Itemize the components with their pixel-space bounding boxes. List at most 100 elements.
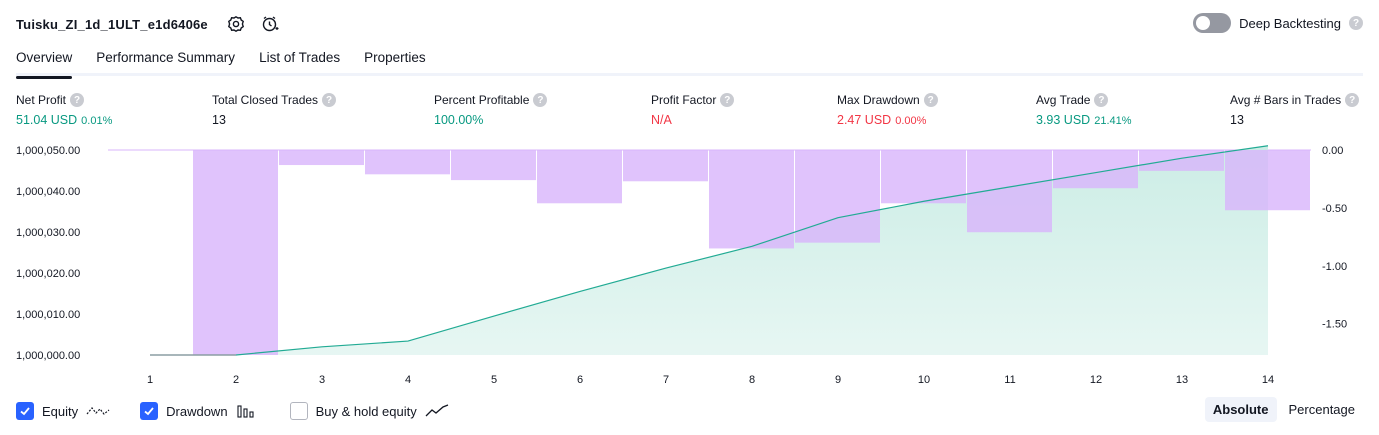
metric-profit-factor: Profit Factor? N/A bbox=[651, 93, 735, 127]
drawdown-bar bbox=[451, 150, 536, 181]
add-alert-clock-icon[interactable] bbox=[258, 12, 282, 36]
metric-value: 2.47 USD bbox=[837, 113, 892, 127]
x-tick-label: 1 bbox=[147, 374, 153, 386]
metric-label: Avg # Bars in Trades bbox=[1230, 93, 1342, 107]
metric-value: N/A bbox=[651, 113, 672, 127]
y-left-tick-label: 1,000,020.00 bbox=[16, 268, 80, 280]
y-left-tick-label: 1,000,000.00 bbox=[16, 350, 80, 362]
metric-value: 3.93 USD bbox=[1036, 113, 1091, 127]
x-tick-label: 7 bbox=[663, 374, 669, 386]
buy-hold-checkbox[interactable] bbox=[289, 402, 308, 420]
y-right-tick-label: -1.50 bbox=[1322, 319, 1347, 331]
metric-avg-bars-in-trades: Avg # Bars in Trades? 13 bbox=[1230, 93, 1360, 127]
percentage-button[interactable]: Percentage bbox=[1288, 402, 1356, 417]
legend-buy-hold[interactable]: Buy & hold equity bbox=[289, 402, 449, 420]
y-left-tick-label: 1,000,040.00 bbox=[16, 186, 80, 198]
deep-backtesting-control: Deep Backtesting ? bbox=[1193, 13, 1363, 33]
x-tick-label: 12 bbox=[1090, 374, 1102, 386]
info-icon[interactable]: ? bbox=[322, 93, 337, 107]
strategy-header: Tuisku_ZI_1d_1ULT_e1d6406e bbox=[16, 12, 282, 36]
chart-legend: Equity Drawdown Buy & hold equity bbox=[16, 400, 479, 422]
metric-total-closed-trades: Total Closed Trades? 13 bbox=[212, 93, 337, 127]
settings-gear-icon[interactable] bbox=[224, 12, 248, 36]
info-icon[interactable]: ? bbox=[923, 93, 938, 107]
y-right-tick-label: -1.00 bbox=[1322, 261, 1347, 273]
drawdown-bar bbox=[365, 150, 450, 175]
drawdown-bar bbox=[537, 150, 622, 204]
equity-drawdown-chart[interactable]: 1,000,000.00 1,000,010.00 1,000,020.00 1,00… bbox=[0, 140, 1379, 390]
drawdown-bar bbox=[1053, 150, 1138, 189]
metric-value: 100.00% bbox=[434, 113, 484, 127]
x-tick-label: 3 bbox=[319, 374, 325, 386]
x-tick-label: 9 bbox=[835, 374, 841, 386]
tab-list-of-trades[interactable]: List of Trades bbox=[259, 50, 341, 65]
metric-percent: 21.41% bbox=[1094, 115, 1132, 127]
drawdown-bar bbox=[795, 150, 880, 243]
y-left-tick-label: 1,000,030.00 bbox=[16, 227, 80, 239]
check-icon bbox=[20, 407, 30, 416]
x-tick-label: 14 bbox=[1262, 374, 1274, 386]
x-tick-label: 11 bbox=[1004, 374, 1015, 386]
tab-performance-summary[interactable]: Performance Summary bbox=[96, 50, 236, 65]
x-tick-label: 5 bbox=[491, 374, 497, 386]
metric-label: Percent Profitable bbox=[434, 93, 530, 107]
drawdown-bar bbox=[1139, 150, 1224, 171]
y-right-tick-label: -0.50 bbox=[1322, 203, 1347, 215]
info-icon[interactable]: ? bbox=[533, 93, 548, 107]
legend-drawdown-label: Drawdown bbox=[166, 403, 228, 419]
x-tick-label: 13 bbox=[1176, 374, 1188, 386]
legend-equity-label: Equity bbox=[42, 403, 79, 419]
metric-label: Max Drawdown bbox=[837, 93, 920, 107]
y-left-tick-label: 1,000,010.00 bbox=[16, 309, 80, 321]
x-tick-label: 2 bbox=[233, 374, 239, 386]
metric-label: Total Closed Trades bbox=[212, 93, 319, 107]
y-left-tick-label: 1,000,050.00 bbox=[16, 145, 80, 157]
drawdown-bar bbox=[279, 150, 364, 166]
metric-label: Net Profit bbox=[16, 93, 67, 107]
metric-max-drawdown: Max Drawdown? 2.47 USD 0.00% bbox=[837, 93, 938, 127]
drawdown-bar bbox=[623, 150, 708, 182]
report-tabs: Overview Performance Summary List of Tra… bbox=[16, 44, 1363, 79]
equity-line-icon bbox=[86, 404, 110, 418]
metric-label: Avg Trade bbox=[1036, 93, 1091, 107]
legend-drawdown[interactable]: Drawdown bbox=[140, 402, 259, 420]
equity-line bbox=[150, 145, 1269, 356]
buy-hold-line-icon bbox=[425, 404, 449, 418]
info-icon[interactable]: ? bbox=[1345, 93, 1360, 107]
metric-label: Profit Factor bbox=[651, 93, 717, 107]
info-icon[interactable]: ? bbox=[1094, 93, 1109, 107]
drawdown-bar bbox=[193, 150, 278, 355]
drawdown-bar bbox=[709, 150, 794, 249]
legend-equity[interactable]: Equity bbox=[16, 402, 110, 420]
drawdown-checkbox[interactable] bbox=[140, 402, 159, 420]
drawdown-bar bbox=[881, 150, 966, 204]
y-right-tick-label: 0.00 bbox=[1322, 145, 1343, 157]
drawdown-bars-icon bbox=[236, 404, 260, 418]
tab-overview[interactable]: Overview bbox=[16, 44, 73, 79]
metric-value: 13 bbox=[1230, 113, 1244, 127]
x-tick-label: 8 bbox=[749, 374, 755, 386]
metric-net-profit: Net Profit? 51.04 USD 0.01% bbox=[16, 93, 112, 127]
metric-value: 13 bbox=[212, 113, 226, 127]
strategy-title: Tuisku_ZI_1d_1ULT_e1d6406e bbox=[16, 16, 208, 32]
x-tick-label: 6 bbox=[577, 374, 583, 386]
help-icon[interactable]: ? bbox=[1349, 16, 1363, 30]
metric-percent: 0.00% bbox=[895, 115, 927, 127]
deep-backtesting-label: Deep Backtesting bbox=[1239, 15, 1341, 31]
equity-checkbox[interactable] bbox=[16, 402, 34, 420]
info-icon[interactable]: ? bbox=[70, 93, 85, 107]
metric-avg-trade: Avg Trade? 3.93 USD 21.41% bbox=[1036, 93, 1132, 127]
legend-buy-hold-label: Buy & hold equity bbox=[315, 403, 417, 419]
deep-backtesting-toggle[interactable] bbox=[1193, 13, 1232, 33]
drawdown-bar bbox=[967, 150, 1052, 233]
drawdown-bar bbox=[1225, 150, 1310, 211]
toggle-knob bbox=[1196, 16, 1211, 30]
chart-svg: 1,000,000.00 1,000,010.00 1,000,020.00 1,00… bbox=[16, 145, 1347, 386]
metric-percent: 0.01% bbox=[81, 115, 113, 127]
metrics-bar: Net Profit? 51.04 USD 0.01% Total Closed … bbox=[16, 93, 1363, 129]
absolute-button[interactable]: Absolute bbox=[1204, 397, 1277, 422]
tab-properties[interactable]: Properties bbox=[364, 50, 426, 65]
info-icon[interactable]: ? bbox=[720, 93, 735, 107]
metric-value: 51.04 USD bbox=[16, 113, 78, 127]
value-mode-switch: Absolute Percentage bbox=[1204, 397, 1363, 422]
